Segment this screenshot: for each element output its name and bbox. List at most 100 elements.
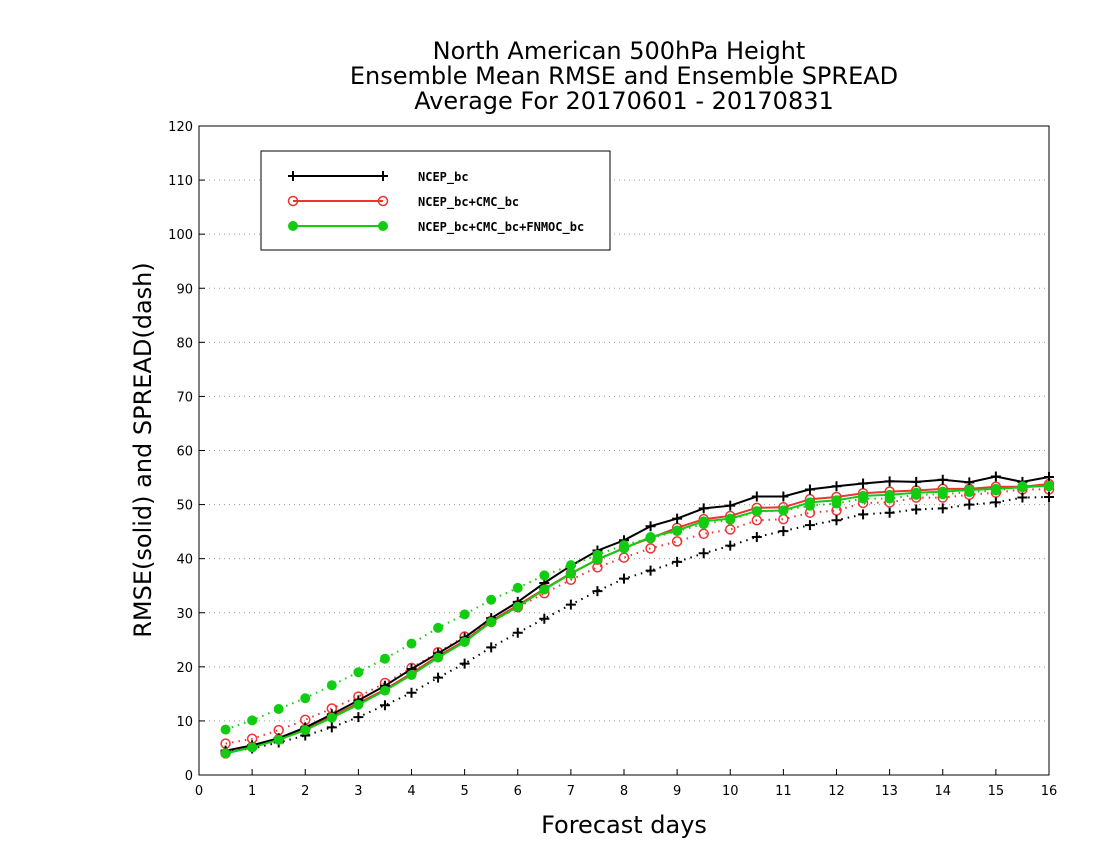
series-2-rmse-point-11 bbox=[512, 601, 523, 612]
series-0-spread-point-21 bbox=[778, 526, 789, 537]
series-0-spread-line bbox=[225, 496, 1050, 753]
series-0-spread-point-26 bbox=[911, 504, 922, 515]
series-2-spread-point-7 bbox=[406, 638, 417, 649]
series-0-rmse-point-31 bbox=[1044, 472, 1054, 483]
y-tick-label-90: 90 bbox=[176, 282, 193, 297]
series-0-spread-point-24 bbox=[858, 509, 869, 520]
series-0-spread-point-14 bbox=[592, 586, 603, 597]
x-tick-label-4: 4 bbox=[407, 784, 415, 799]
series-0-spread-point-16 bbox=[645, 565, 656, 576]
series-2-rmse-point-10 bbox=[486, 616, 497, 627]
series-2-rmse-point-20 bbox=[751, 506, 762, 517]
grid-lines bbox=[199, 179, 1049, 722]
x-tick-label-2: 2 bbox=[301, 784, 309, 799]
series-0-spread-point-30 bbox=[1017, 492, 1028, 503]
series-2-rmse-point-19 bbox=[725, 513, 736, 524]
y-tick-label-10: 10 bbox=[176, 715, 193, 730]
series-2-rmse-line bbox=[225, 484, 1050, 755]
series-0-spread-point-29 bbox=[990, 497, 1001, 508]
series-0-spread-point-23 bbox=[831, 515, 842, 526]
series-0-rmse-point-23 bbox=[831, 481, 842, 492]
y-axis-ticks: 0 10 20 30 40 50 60 70 80 90 100 110 120 bbox=[168, 120, 205, 784]
series-2-spread-point-5 bbox=[353, 667, 364, 678]
y-tick-label-80: 80 bbox=[176, 336, 193, 351]
series-2-rmse-point-7 bbox=[406, 669, 417, 680]
series-0-rmse-point-25 bbox=[884, 476, 895, 487]
x-tick-label-13: 13 bbox=[881, 784, 898, 799]
series-2-rmse-point-18 bbox=[698, 516, 709, 527]
series-1 bbox=[220, 478, 1055, 759]
series-2-rmse-point-6 bbox=[379, 685, 390, 696]
series-2-spread-point-3 bbox=[300, 693, 311, 704]
series-2-rmse-point-4 bbox=[326, 712, 337, 723]
x-axis-label: Forecast days bbox=[541, 811, 707, 839]
series-2-rmse-point-30 bbox=[1017, 482, 1028, 493]
series-0-spread-point-19 bbox=[725, 540, 736, 551]
series-2-rmse-point-31 bbox=[1044, 480, 1054, 491]
y-tick-label-20: 20 bbox=[176, 661, 193, 676]
y-tick-label-40: 40 bbox=[176, 553, 193, 568]
x-tick-label-12: 12 bbox=[828, 784, 845, 799]
series-layer bbox=[220, 471, 1055, 759]
series-0-spread-point-20 bbox=[751, 532, 762, 543]
series-2-rmse-point-13 bbox=[565, 568, 576, 579]
series-0-spread-point-13 bbox=[565, 599, 576, 610]
series-0-spread-point-10 bbox=[486, 642, 497, 653]
series-0-spread-point-8 bbox=[433, 672, 444, 683]
series-0-spread-point-4 bbox=[326, 722, 337, 733]
series-0-rmse-point-29 bbox=[990, 471, 1001, 482]
series-1-rmse-line bbox=[225, 483, 1050, 755]
y-tick-label-0: 0 bbox=[185, 769, 193, 784]
series-2-rmse-point-25 bbox=[884, 489, 895, 500]
series-0 bbox=[220, 471, 1054, 757]
series-0-spread-point-5 bbox=[353, 712, 364, 723]
series-0-spread-point-12 bbox=[539, 613, 550, 624]
series-1-spread-point-18 bbox=[698, 528, 709, 540]
y-axis-label: RMSE(solid) and SPREAD(dash) bbox=[129, 262, 157, 638]
x-tick-label-16: 16 bbox=[1041, 784, 1058, 799]
series-2-spread-point-8 bbox=[433, 622, 444, 633]
series-2-rmse-point-21 bbox=[778, 505, 789, 516]
series-2-rmse-point-22 bbox=[804, 497, 815, 508]
y-tick-label-70: 70 bbox=[176, 390, 193, 405]
series-1-spread-point-15 bbox=[618, 552, 630, 563]
series-2 bbox=[220, 480, 1054, 759]
series-2-rmse-point-5 bbox=[353, 699, 364, 710]
series-2-rmse-point-29 bbox=[990, 483, 1001, 494]
series-2-rmse-point-26 bbox=[911, 487, 922, 498]
x-tick-label-11: 11 bbox=[775, 784, 792, 799]
series-0-spread-point-22 bbox=[804, 520, 815, 531]
series-2-rmse-point-9 bbox=[459, 636, 470, 647]
legend: NCEP_bc NCEP_bc+CMC_bc NCEP_bc+CMC_bc+FN… bbox=[260, 150, 611, 251]
series-2-rmse-point-2 bbox=[273, 734, 284, 745]
y-tick-label-60: 60 bbox=[176, 445, 193, 460]
series-2-rmse-point-1 bbox=[247, 742, 258, 753]
series-2-spread-point-13 bbox=[565, 560, 576, 571]
series-2-rmse-point-8 bbox=[433, 652, 444, 663]
series-1-spread-point-16 bbox=[645, 543, 656, 554]
series-2-rmse-point-24 bbox=[858, 490, 869, 501]
series-2-rmse-point-3 bbox=[300, 725, 311, 736]
series-0-rmse-point-22 bbox=[804, 484, 815, 495]
series-2-spread-line bbox=[225, 485, 1049, 731]
series-0-rmse-point-24 bbox=[858, 478, 869, 489]
x-tick-label-8: 8 bbox=[620, 784, 628, 799]
series-2-rmse-point-14 bbox=[592, 554, 603, 565]
series-0-spread-point-6 bbox=[379, 700, 390, 711]
x-tick-label-15: 15 bbox=[988, 784, 1005, 799]
x-axis-ticks: 0 1 2 3 4 5 6 7 8 9 10 11 12 13 14 15 16 bbox=[195, 769, 1057, 799]
legend-sample-marker-left-0 bbox=[288, 171, 298, 181]
x-tick-label-5: 5 bbox=[460, 784, 468, 799]
legend-sample-marker-right-0 bbox=[378, 171, 388, 181]
series-2-rmse-point-15 bbox=[619, 543, 629, 554]
x-tick-label-0: 0 bbox=[195, 784, 203, 799]
series-2-spread-point-4 bbox=[326, 680, 337, 691]
legend-sample-marker-right-2 bbox=[378, 221, 388, 231]
series-2-rmse-point-16 bbox=[645, 532, 656, 543]
series-2-rmse-point-28 bbox=[964, 484, 975, 495]
series-2-spread-point-0 bbox=[220, 724, 231, 735]
series-0-rmse-point-20 bbox=[751, 491, 762, 502]
series-0-spread-point-9 bbox=[459, 658, 470, 669]
series-0-rmse-point-27 bbox=[937, 474, 948, 485]
